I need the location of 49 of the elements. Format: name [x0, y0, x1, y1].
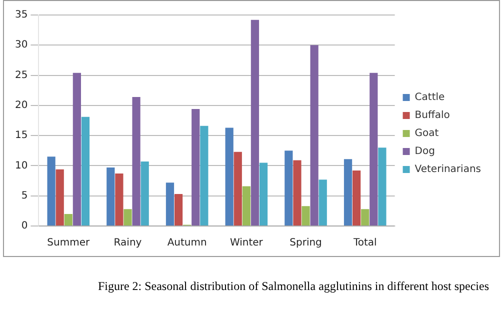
bar — [64, 214, 72, 226]
y-tick-label: 5 — [21, 190, 28, 202]
y-tick-label: 35 — [14, 10, 28, 21]
caption: Figure 2: Seasonal distribution of Salmonella agglutinins in different host species — [96, 279, 490, 294]
legend-label: Dog — [414, 146, 435, 158]
y-tick-label: 30 — [14, 40, 28, 51]
bar — [370, 72, 378, 226]
bar — [72, 72, 81, 226]
y-tick-label: 10 — [14, 160, 28, 172]
bar — [352, 170, 361, 226]
bar — [132, 96, 140, 226]
bar — [361, 209, 370, 226]
bar — [192, 109, 200, 226]
legend-label: Veterinarians — [414, 164, 482, 176]
bar — [284, 150, 293, 226]
legend-label: Goat — [414, 128, 439, 140]
bar — [378, 148, 386, 226]
y-tick-label: 25 — [14, 70, 28, 81]
bar — [47, 156, 56, 226]
x-tick-label: Winter — [230, 238, 264, 249]
bar — [56, 169, 64, 226]
bar — [302, 206, 310, 226]
legend-label: Cattle — [414, 92, 445, 104]
bar — [124, 209, 132, 226]
bar — [200, 126, 208, 226]
bar — [140, 161, 149, 226]
x-tick-label: Total — [352, 238, 377, 249]
bar — [242, 186, 250, 226]
x-tick-label: Spring — [290, 238, 322, 249]
x-tick-label: Autumn — [167, 238, 207, 249]
bar — [106, 168, 115, 226]
bar — [225, 128, 234, 226]
bar — [234, 152, 242, 226]
x-tick-label: Summer — [47, 238, 90, 249]
y-tick-label: 0 — [21, 220, 28, 232]
bar — [310, 45, 318, 226]
bar — [293, 160, 302, 226]
legend-label: Buffalo — [414, 110, 450, 122]
bar — [81, 116, 90, 226]
y-tick-label: 15 — [14, 130, 28, 142]
bar — [344, 159, 352, 226]
bar — [115, 174, 124, 226]
bar — [174, 194, 183, 226]
bar — [318, 180, 327, 226]
x-tick-label: Rainy — [114, 238, 142, 249]
bar — [250, 20, 260, 226]
bar — [259, 162, 268, 226]
bar — [166, 182, 174, 226]
y-tick-label: 20 — [14, 100, 28, 112]
